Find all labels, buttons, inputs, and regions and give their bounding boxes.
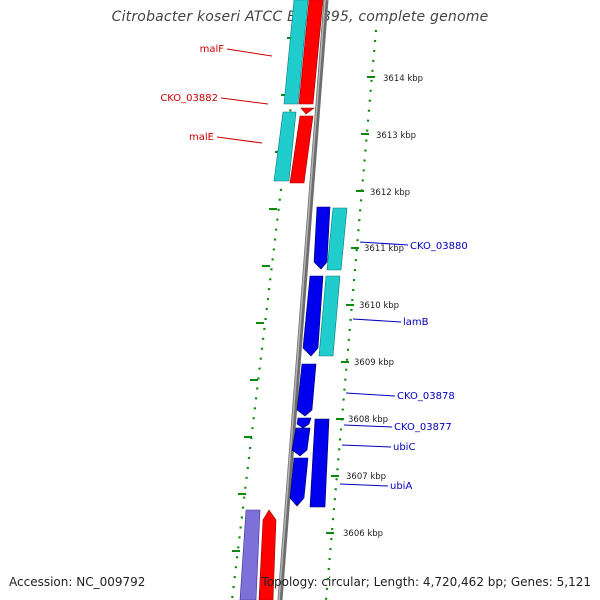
cds-feature[interactable] bbox=[291, 427, 311, 457]
gene-label-ubiA[interactable]: ubiA bbox=[390, 481, 412, 492]
cds-feature[interactable] bbox=[302, 275, 324, 357]
tick-label: 3612 kbp bbox=[370, 188, 410, 198]
gene-label-CKO_03880[interactable]: CKO_03880 bbox=[410, 241, 468, 252]
tick-label: 3609 kbp bbox=[354, 358, 394, 368]
cds-feature[interactable] bbox=[296, 363, 317, 417]
cds-feature[interactable] bbox=[296, 417, 312, 429]
reverse-gene-labels: CKO_03880 lamB CKO_03878 CKO_03877 ubiC … bbox=[390, 241, 468, 492]
tick-label: 3607 kbp bbox=[346, 472, 386, 482]
gene-label-CKO_03877[interactable]: CKO_03877 bbox=[394, 422, 452, 433]
gene-label-lamB[interactable]: lamB bbox=[403, 317, 429, 328]
forward-label-leaders bbox=[216, 48, 273, 144]
other-feature[interactable] bbox=[239, 509, 261, 600]
cds-feature[interactable] bbox=[309, 418, 330, 508]
tick-label: 3608 kbp bbox=[348, 415, 388, 425]
tick-label: 3611 kbp bbox=[364, 244, 404, 254]
reverse-cds-features bbox=[289, 206, 331, 508]
cds-feature[interactable] bbox=[300, 107, 315, 115]
gene-feature[interactable] bbox=[283, 0, 309, 105]
cds-feature[interactable] bbox=[289, 115, 314, 184]
bottom-features bbox=[239, 509, 277, 600]
gene-feature[interactable] bbox=[326, 207, 348, 271]
gene-label-malE[interactable]: malE bbox=[189, 132, 214, 143]
accession-text: Accession: NC_009792 bbox=[9, 575, 146, 589]
gene-feature[interactable] bbox=[273, 111, 297, 182]
gene-label-ubiC[interactable]: ubiC bbox=[393, 442, 415, 453]
gene-label-CKO_03882[interactable]: CKO_03882 bbox=[160, 93, 218, 104]
tick-label: 3610 kbp bbox=[359, 301, 399, 311]
gene-feature[interactable] bbox=[318, 275, 341, 357]
cds-feature[interactable] bbox=[289, 457, 309, 507]
forward-gene-features bbox=[273, 0, 309, 182]
outer-ticks bbox=[326, 76, 375, 534]
cds-feature[interactable] bbox=[258, 509, 277, 600]
genome-backbone bbox=[277, 0, 329, 600]
reverse-gene-features bbox=[318, 207, 348, 357]
forward-gene-labels: malF CKO_03882 malE bbox=[160, 44, 224, 143]
reverse-label-leaders bbox=[339, 241, 409, 487]
gene-label-malF[interactable]: malF bbox=[200, 44, 225, 55]
gene-label-CKO_03878[interactable]: CKO_03878 bbox=[397, 391, 455, 402]
cds-feature[interactable] bbox=[313, 206, 331, 270]
genome-stats-text: Topology: circular; Length: 4,720,462 bp… bbox=[261, 575, 591, 589]
cds-feature[interactable] bbox=[298, 0, 324, 105]
tick-label: 3606 kbp bbox=[343, 529, 383, 539]
tick-label: 3613 kbp bbox=[376, 131, 416, 141]
kbp-tick-labels: 3614 kbp 3613 kbp 3612 kbp 3611 kbp 3610… bbox=[343, 74, 423, 539]
tick-label: 3614 kbp bbox=[383, 74, 423, 84]
forward-cds-features bbox=[289, 0, 324, 184]
